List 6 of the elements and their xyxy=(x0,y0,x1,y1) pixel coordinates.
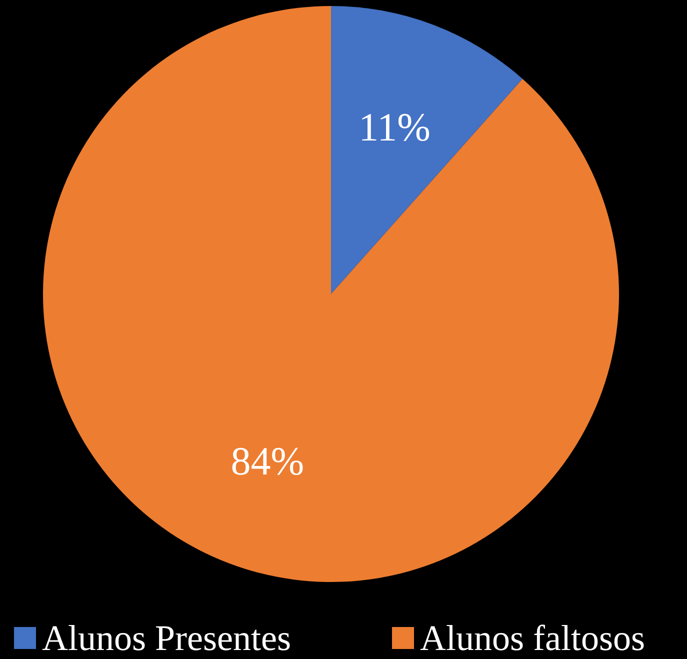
legend-label: Alunos Presentes xyxy=(42,618,291,658)
data-label: 84% xyxy=(230,438,304,484)
pie-slice xyxy=(331,6,523,294)
data-label: 11% xyxy=(358,104,430,150)
legend-label: Alunos faltosos xyxy=(420,618,645,658)
pie-slice xyxy=(43,6,618,582)
